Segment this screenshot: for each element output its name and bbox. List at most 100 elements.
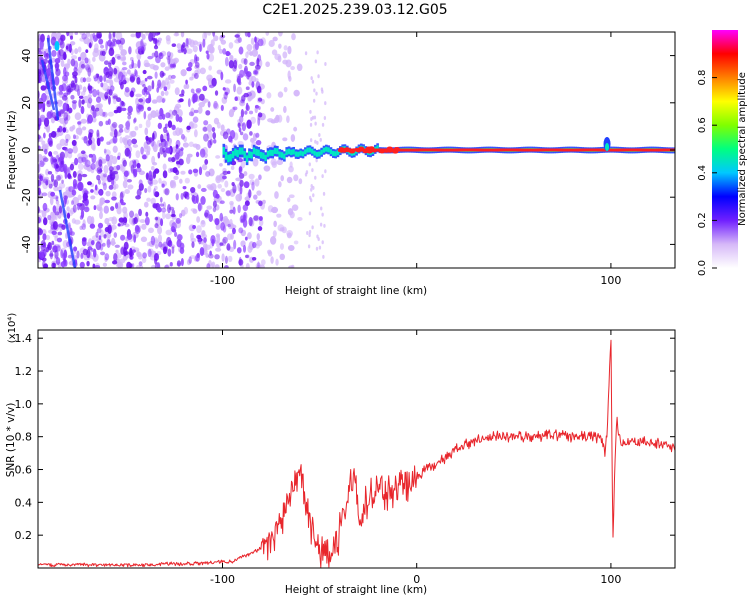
noise-speck — [86, 215, 93, 225]
noise-blob — [257, 38, 264, 47]
noise-speck — [202, 126, 209, 132]
noise-blob — [77, 88, 81, 97]
noise-speck — [276, 159, 284, 166]
noise-speck — [274, 53, 282, 61]
noise-blob — [129, 76, 135, 83]
noise-speck — [122, 179, 128, 189]
signal-halo — [238, 147, 242, 155]
noise-blob — [224, 264, 229, 268]
noise-speck — [271, 161, 277, 169]
noise-speck — [220, 124, 225, 132]
noise-speck — [321, 212, 324, 217]
noise-blob — [63, 112, 69, 121]
signal-halo — [236, 149, 239, 158]
signal-halo — [269, 149, 272, 156]
noise-speck — [115, 249, 119, 254]
noise-blob — [84, 64, 90, 71]
noise-blob — [176, 234, 183, 241]
noise-blob — [73, 60, 79, 70]
noise-blob — [43, 217, 48, 226]
noise-speck — [81, 126, 87, 131]
noise-speck — [287, 197, 291, 203]
noise-blob — [50, 173, 55, 183]
noise-speck — [149, 63, 156, 70]
snr-ytick-label: 0.4 — [15, 496, 33, 509]
noise-speck — [309, 122, 313, 127]
noise-speck — [213, 35, 219, 42]
noise-blob — [42, 202, 48, 212]
noise-blob — [253, 215, 259, 221]
noise-blob — [197, 237, 201, 243]
noise-blob — [77, 173, 83, 182]
signal-halo — [259, 151, 263, 159]
noise-blob — [105, 120, 109, 126]
spectrogram-ytick-label: 40 — [20, 49, 33, 63]
noise-blob — [186, 125, 191, 130]
noise-blob — [52, 205, 57, 213]
noise-blob — [72, 71, 78, 77]
noise-blob — [211, 77, 217, 87]
noise-blob — [67, 254, 73, 259]
signal-halo — [224, 151, 228, 160]
noise-blob — [133, 118, 136, 124]
spectrogram-xtick-label: -100 — [210, 274, 235, 287]
noise-blob — [108, 62, 112, 68]
noise-speck — [135, 150, 141, 159]
noise-blob — [135, 32, 141, 39]
noise-blob — [191, 241, 195, 248]
noise-blob — [118, 128, 124, 133]
signal-core-blob — [349, 149, 356, 154]
noise-blob — [93, 205, 97, 211]
snr-xtick-label: 0 — [413, 573, 420, 586]
noise-blob — [103, 60, 110, 65]
noise-blob — [228, 60, 235, 69]
noise-blob — [232, 184, 237, 194]
noise-blob — [38, 47, 41, 52]
noise-blob — [238, 227, 244, 234]
noise-speck — [293, 174, 299, 182]
noise-blob — [77, 56, 82, 62]
noise-blob — [162, 113, 166, 120]
noise-blob — [50, 130, 57, 138]
noise-blob — [38, 228, 43, 236]
noise-speck — [235, 193, 243, 202]
noise-blob — [154, 32, 159, 36]
noise-blob — [224, 255, 228, 264]
noise-blob — [154, 223, 159, 229]
noise-blob — [153, 188, 156, 197]
noise-blob — [138, 179, 143, 186]
noise-speck — [255, 262, 262, 268]
noise-speck — [69, 126, 74, 132]
noise-speck — [150, 110, 157, 119]
noise-speck — [162, 163, 167, 171]
noise-blob — [162, 147, 166, 153]
noise-blob — [109, 85, 115, 92]
noise-blob — [182, 42, 186, 49]
noise-blob — [196, 194, 199, 204]
noise-speck — [256, 233, 260, 241]
signal-core-blob — [392, 150, 399, 154]
noise-blob — [205, 110, 211, 116]
noise-blob — [170, 74, 176, 79]
noise-speck — [304, 172, 308, 177]
noise-blob — [186, 67, 192, 72]
noise-blob — [86, 260, 90, 267]
noise-speck — [151, 99, 158, 104]
noise-speck — [316, 234, 319, 239]
noise-blob — [103, 74, 107, 82]
noise-blob — [102, 182, 107, 191]
noise-speck — [224, 79, 232, 84]
noise-speck — [272, 36, 278, 42]
noise-speck — [184, 177, 190, 184]
noise-blob — [112, 95, 118, 99]
noise-speck — [116, 262, 123, 267]
noise-speck — [190, 232, 194, 241]
noise-speck — [120, 56, 126, 61]
snr-frame — [37, 329, 676, 569]
noise-blob — [212, 206, 217, 213]
noise-speck — [175, 103, 182, 109]
noise-blob — [156, 206, 162, 213]
noise-blob — [239, 69, 245, 78]
noise-blob — [129, 247, 133, 258]
noise-blob — [226, 170, 231, 175]
